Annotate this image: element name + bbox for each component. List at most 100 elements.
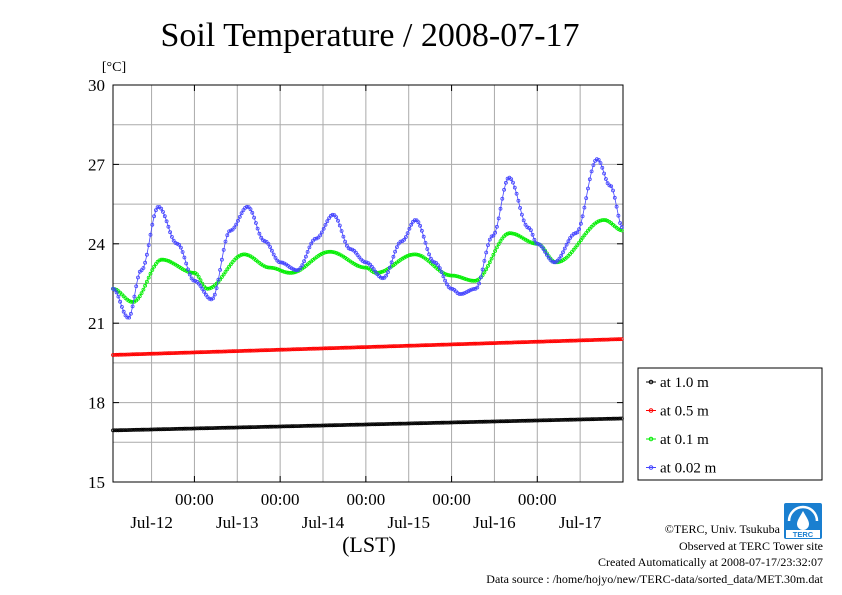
data-point (489, 234, 494, 239)
data-point (328, 249, 333, 254)
data-point (443, 278, 448, 283)
data-point (584, 231, 589, 235)
data-point (323, 222, 328, 227)
data-point (164, 427, 169, 432)
data-point (362, 260, 367, 265)
data-point (162, 351, 167, 356)
data-point (155, 427, 160, 432)
data-point (118, 299, 122, 304)
data-point (430, 420, 435, 425)
data-point (325, 250, 330, 254)
data-point (452, 420, 457, 425)
data-point (223, 349, 228, 354)
data-point (361, 265, 365, 270)
data-point (512, 185, 517, 190)
data-point (505, 419, 510, 424)
data-point (368, 345, 373, 349)
data-point (212, 426, 217, 430)
data-point (237, 349, 242, 353)
data-point (480, 341, 485, 346)
data-point (582, 417, 587, 422)
data-point (196, 350, 201, 355)
data-point (337, 423, 342, 428)
data-point (298, 266, 303, 270)
data-point (198, 278, 203, 283)
data-point (530, 339, 535, 344)
data-point (132, 352, 137, 357)
data-point (482, 419, 487, 424)
data-point (214, 349, 219, 354)
data-point (459, 275, 464, 280)
data-point (452, 342, 457, 347)
data-point (194, 350, 199, 355)
data-point (568, 338, 572, 343)
data-point (371, 267, 376, 272)
data-point (318, 423, 323, 428)
data-point (469, 278, 474, 283)
data-point (487, 260, 492, 265)
grid-lines (113, 85, 623, 482)
data-point (520, 418, 524, 423)
data-point (529, 228, 533, 233)
data-point (486, 419, 490, 424)
data-point (332, 423, 337, 428)
data-point (198, 350, 203, 355)
data-point (369, 344, 374, 349)
data-point (493, 249, 498, 253)
data-point (153, 208, 158, 213)
data-point (611, 337, 615, 342)
data-point (241, 348, 246, 353)
data-point (339, 229, 344, 233)
data-point (161, 257, 165, 262)
data-point (453, 274, 458, 278)
data-point (534, 339, 539, 344)
data-point (586, 186, 590, 191)
data-point (596, 157, 601, 162)
data-point (359, 265, 364, 269)
data-point (425, 247, 430, 251)
data-point (509, 177, 514, 182)
data-point (554, 418, 558, 422)
data-point (503, 180, 508, 185)
data-point (169, 351, 174, 356)
data-point (337, 345, 342, 350)
data-point (121, 309, 126, 314)
data-point (198, 284, 203, 288)
data-point (169, 427, 174, 431)
data-point (375, 422, 380, 427)
data-point (457, 292, 462, 296)
data-point (448, 273, 453, 278)
data-point (125, 428, 130, 433)
terc-logo-text: TERC (793, 530, 814, 539)
data-point (575, 243, 580, 248)
data-point (428, 421, 433, 425)
data-point (503, 419, 508, 424)
data-point (459, 420, 464, 425)
data-point (153, 351, 158, 356)
data-point (253, 425, 258, 430)
data-point (248, 348, 253, 353)
data-point (400, 421, 405, 426)
data-point (150, 427, 155, 432)
data-point (225, 267, 230, 272)
data-point (520, 340, 524, 345)
data-point (277, 267, 282, 272)
data-point (130, 352, 135, 357)
data-point (437, 420, 442, 425)
data-point (130, 304, 135, 309)
data-point (161, 427, 165, 432)
data-point (446, 420, 451, 425)
data-point (168, 230, 173, 235)
data-point (412, 218, 417, 223)
data-point (357, 255, 362, 260)
data-point (230, 349, 235, 354)
data-point (293, 347, 298, 352)
data-point (207, 350, 212, 354)
data-point (509, 340, 514, 345)
data-point (243, 348, 248, 353)
data-point (294, 268, 299, 273)
data-point (425, 343, 430, 348)
data-point (303, 347, 308, 351)
data-point (496, 340, 501, 345)
data-point (455, 420, 460, 425)
